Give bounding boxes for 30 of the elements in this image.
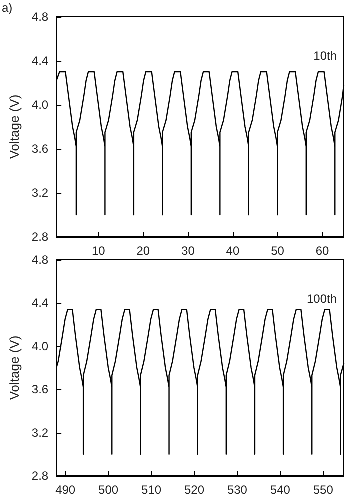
y-tick-label: 3.6 (32, 142, 49, 156)
y-axis-title: Voltage (V) (7, 336, 22, 400)
x-tick-label: 20 (136, 244, 150, 258)
x-tick-label: 60 (316, 244, 330, 258)
x-tick-label: 490 (56, 483, 76, 497)
annotation: 10th (314, 49, 338, 63)
x-tick-label: 10 (92, 244, 106, 258)
x-tick-label: 540 (270, 483, 291, 497)
x-tick-label: 520 (184, 483, 205, 497)
x-tick-label: 530 (227, 483, 248, 497)
y-tick-label: 3.6 (32, 382, 49, 397)
annotation: 100th (306, 292, 337, 306)
text: a) (2, 1, 13, 15)
y-tick-label: 3.2 (32, 186, 49, 200)
y-tick-label: 2.8 (32, 469, 49, 483)
y-tick-label: 4.0 (32, 98, 49, 112)
x-tick-label: 50 (271, 244, 285, 258)
y-tick-label: 4.8 (32, 10, 49, 24)
x-tick-label: 510 (142, 483, 162, 497)
x-tick-label: 30 (182, 244, 196, 258)
y-tick-label: 3.2 (32, 426, 49, 440)
y-axis-title: Voltage (V) (7, 94, 22, 160)
y-tick-label: 4.4 (32, 54, 49, 68)
x-tick-label: 500 (98, 483, 119, 497)
x-tick-label: 550 (313, 483, 334, 497)
x-tick-label: 40 (226, 244, 240, 258)
y-tick-label: 4.0 (32, 339, 49, 354)
y-tick-label: 4.4 (32, 296, 49, 310)
y-tick-label: 4.8 (32, 253, 49, 267)
y-tick-label: 2.8 (32, 230, 49, 244)
